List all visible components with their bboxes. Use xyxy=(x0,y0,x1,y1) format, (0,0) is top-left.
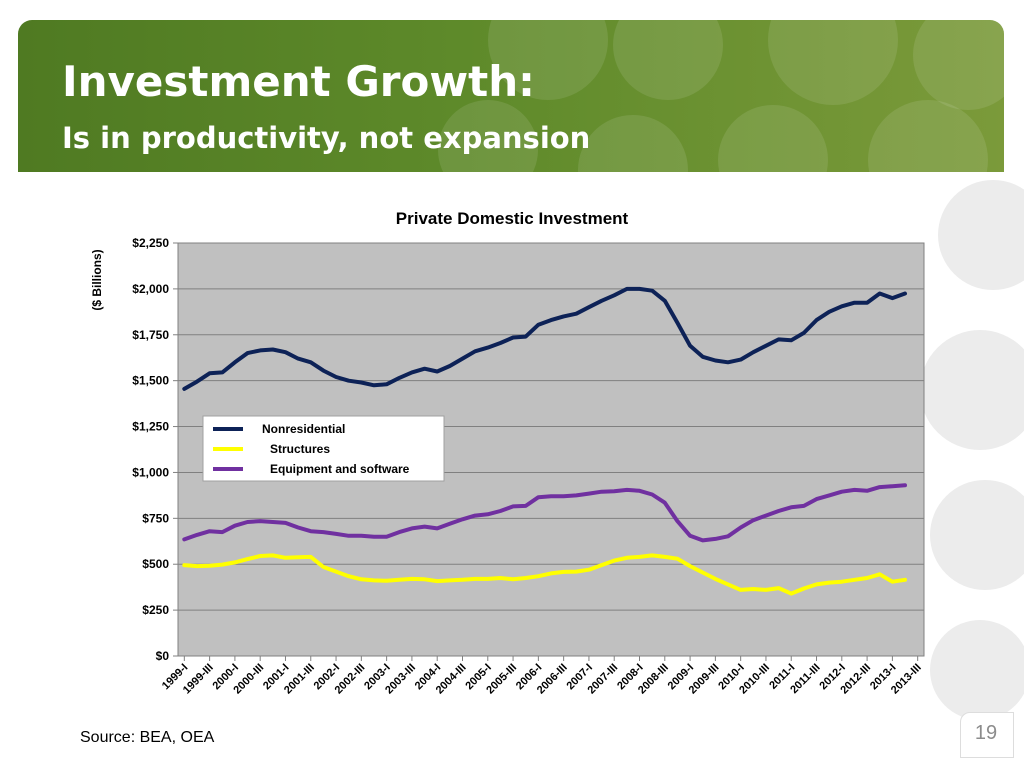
chart-title: Private Domestic Investment xyxy=(396,209,629,228)
header-band xyxy=(18,20,1004,172)
background-circle xyxy=(930,620,1024,720)
slide-title: Investment Growth: xyxy=(62,57,535,106)
legend-label-equipment: Equipment and software xyxy=(270,462,410,476)
header-circle xyxy=(438,100,538,172)
y-axis-label: ($ Billions) xyxy=(90,249,104,310)
background-circle xyxy=(938,180,1024,290)
y-tick-label: $1,750 xyxy=(132,328,169,342)
legend-label-nonresidential: Nonresidential xyxy=(262,422,345,436)
y-tick-label: $250 xyxy=(142,603,169,617)
series-lines xyxy=(182,286,907,596)
page-number: 19 xyxy=(974,722,998,744)
source-note: Source: BEA, OEA xyxy=(80,729,215,746)
y-tick-label: $0 xyxy=(156,649,170,663)
series-line-equipment xyxy=(182,483,907,543)
y-tick-label: $1,000 xyxy=(132,465,169,479)
background-circle xyxy=(930,480,1024,590)
y-tick-label: $2,000 xyxy=(132,282,169,296)
y-tick-label: $1,250 xyxy=(132,420,169,434)
series-line-nonresidential xyxy=(182,286,907,391)
y-tick-label: $750 xyxy=(142,511,169,525)
y-tick-label: $2,250 xyxy=(132,236,169,250)
y-tick-label: $1,500 xyxy=(132,374,169,388)
series-line-structures xyxy=(182,553,907,596)
x-axis-ticks: 1999-I1999-III2000-I2000-III2001-I2001-I… xyxy=(160,656,924,697)
y-tick-label: $500 xyxy=(142,557,169,571)
background-circle xyxy=(920,330,1024,450)
legend-label-structures: Structures xyxy=(270,442,330,456)
page-number-box xyxy=(960,712,1014,758)
slide-subtitle: Is in productivity, not expansion xyxy=(62,121,591,155)
legend-box xyxy=(202,415,445,482)
y-axis-ticks: $0 $250 $500 $750 $1,000 $1,250 $1,500 $1,750 $2… xyxy=(132,236,178,663)
